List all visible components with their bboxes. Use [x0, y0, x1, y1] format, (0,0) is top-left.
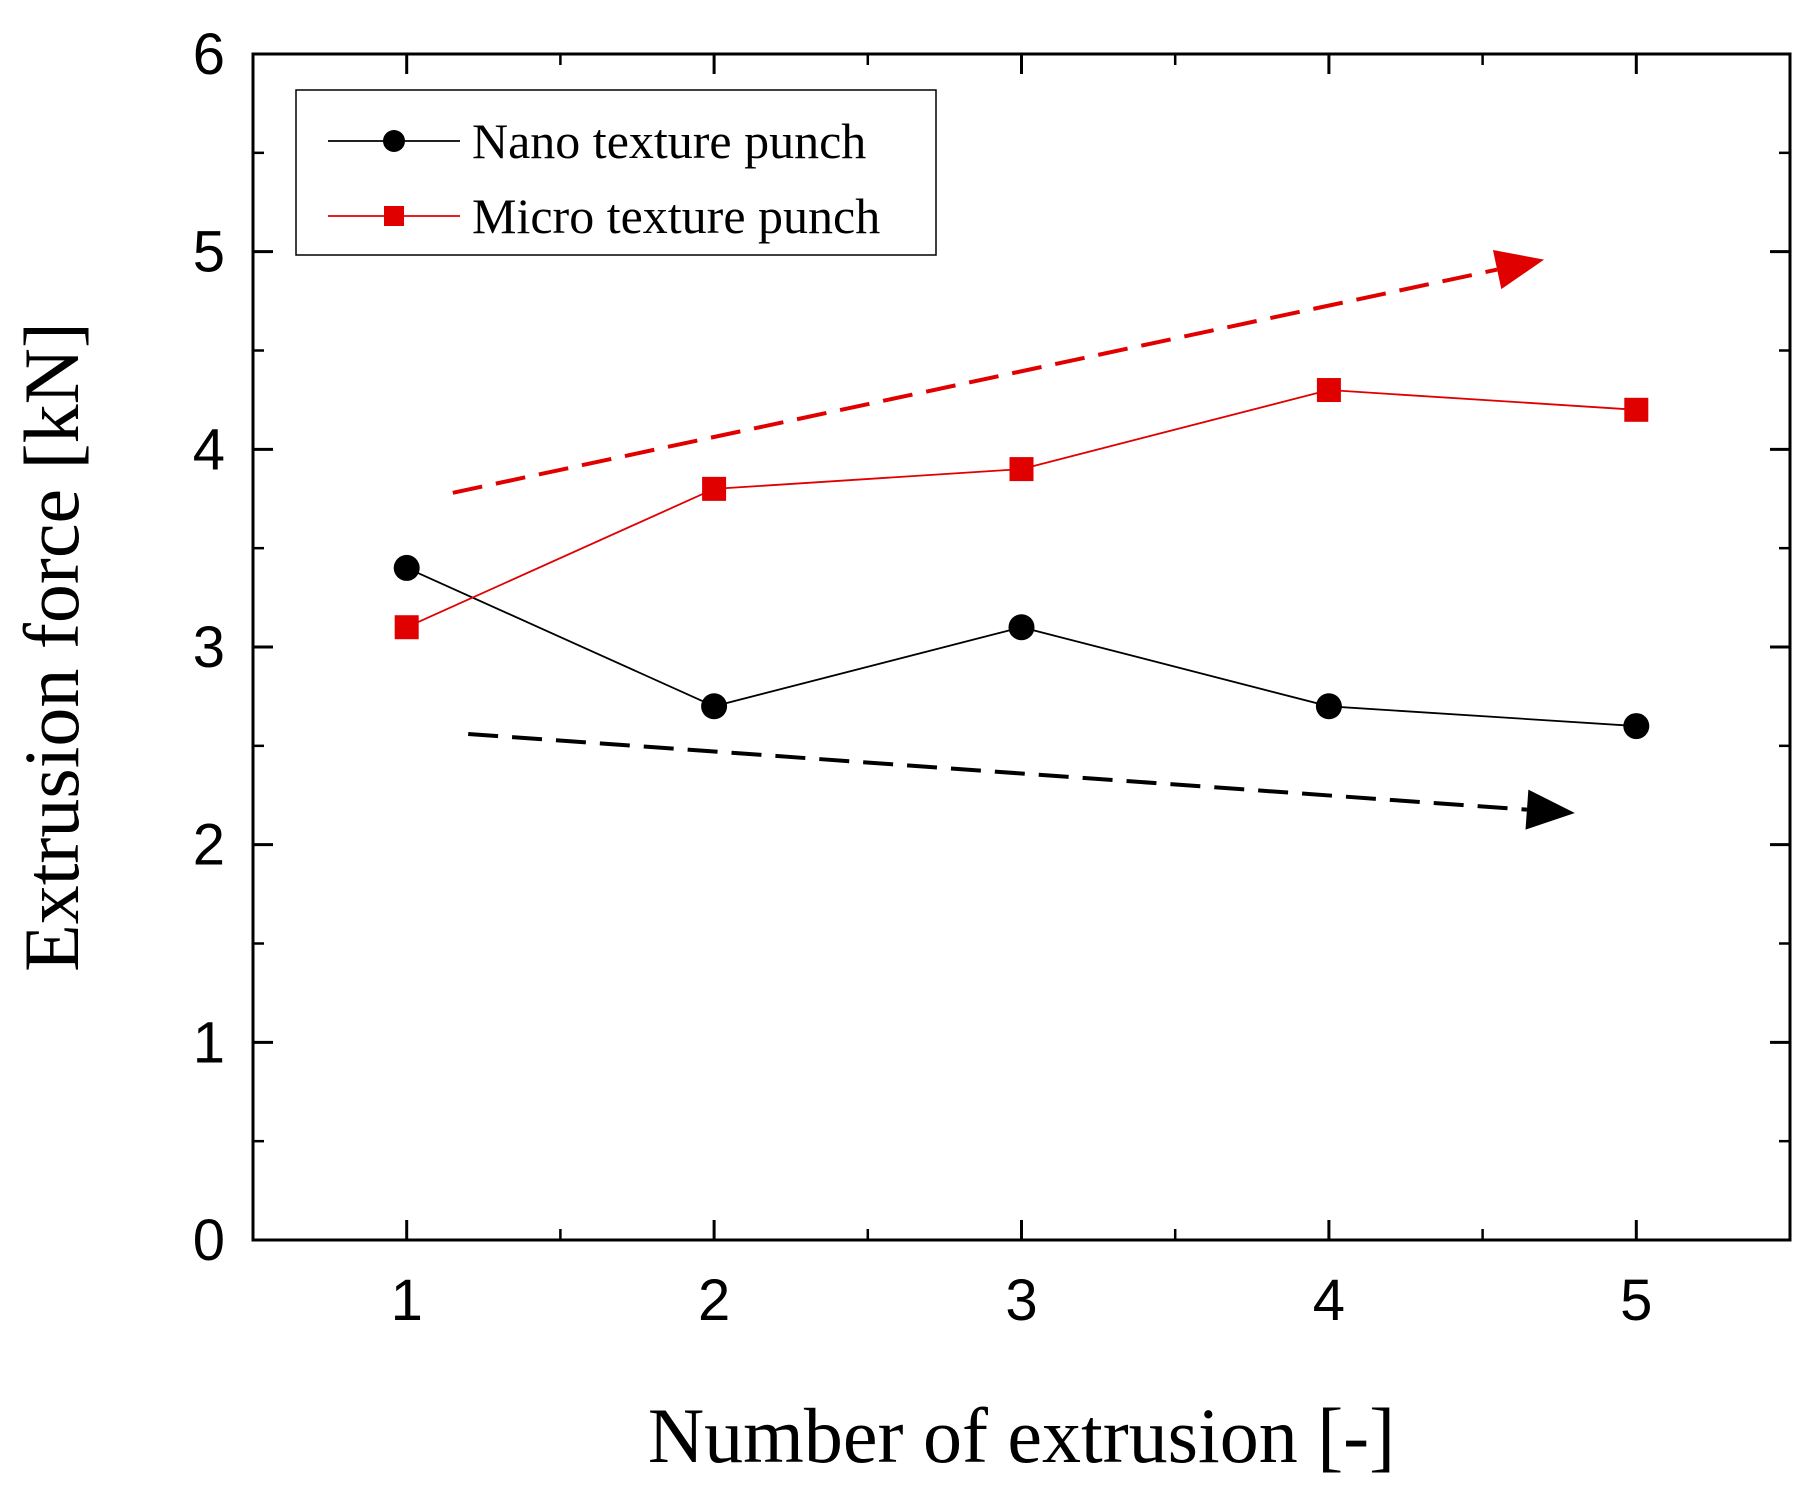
series-layer	[393, 378, 1650, 740]
y-tick-label: 3	[193, 615, 225, 680]
legend-label-2: Micro texture punch	[472, 188, 880, 244]
x-tick-label: 5	[1620, 1268, 1652, 1333]
y-tick-label: 6	[193, 22, 225, 87]
series-2-point	[394, 615, 419, 640]
series-2-point	[1624, 397, 1649, 422]
nano-trend-arrow-shaft	[468, 731, 1528, 812]
y-tick-label: 0	[193, 1208, 225, 1273]
series-1-point	[393, 554, 420, 581]
legend-marker-1	[383, 130, 405, 152]
annotation-layer	[452, 250, 1575, 830]
y-tick-label: 2	[193, 813, 225, 878]
legend: Nano texture punch Micro texture punch	[295, 89, 937, 256]
series-line-1	[406, 567, 1637, 727]
x-tick-label: 3	[1005, 1268, 1037, 1333]
nano-trend-arrow-head	[1525, 789, 1575, 830]
series-1-point	[701, 693, 728, 720]
y-tick-label: 4	[193, 417, 225, 482]
y-axis: 0 1 2 3 4 5 6	[193, 22, 1790, 1273]
x-tick-label: 4	[1313, 1268, 1345, 1333]
micro-trend-arrow-head	[1492, 250, 1545, 290]
series-1-point	[1315, 693, 1342, 720]
series-2-point	[1009, 457, 1034, 482]
x-tick-label: 1	[391, 1268, 423, 1333]
x-axis: 1 2 3 4 5	[391, 54, 1652, 1333]
series-2-point	[702, 476, 727, 501]
micro-trend-arrow-shaft	[452, 267, 1498, 495]
y-tick-label: 1	[193, 1010, 225, 1075]
series-line-2	[406, 389, 1637, 629]
legend-label-1: Nano texture punch	[472, 113, 866, 169]
legend-marker-2	[384, 206, 404, 226]
y-axis-title: Extrusion force [kN]	[8, 322, 95, 972]
series-1-point	[1008, 614, 1035, 641]
x-tick-label: 2	[698, 1268, 730, 1333]
x-axis-title: Number of extrusion [-]	[648, 1392, 1395, 1479]
y-tick-label: 5	[193, 220, 225, 285]
series-2-point	[1316, 378, 1341, 403]
legend-box	[295, 89, 937, 256]
series-1-point	[1623, 713, 1650, 740]
